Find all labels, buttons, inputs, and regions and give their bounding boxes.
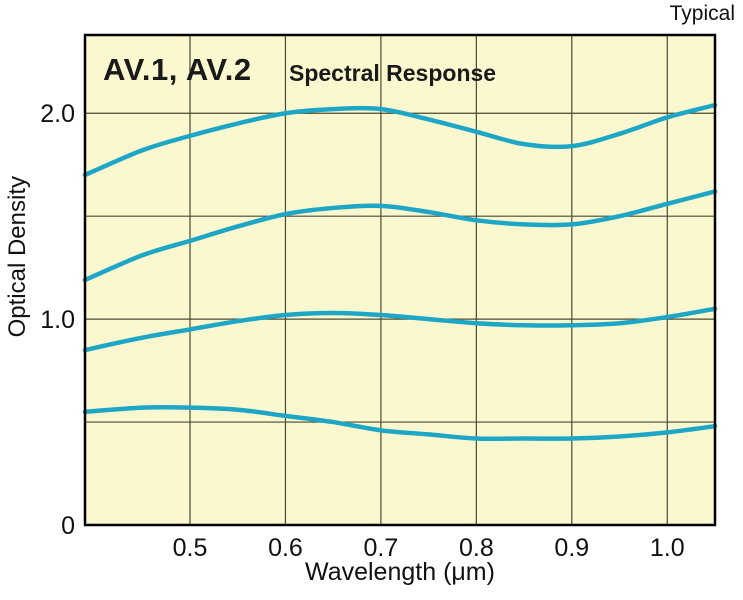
typical-label: Typical bbox=[669, 2, 735, 25]
series-curve-1 bbox=[82, 102, 718, 178]
chart-title: AV.1, AV.2 bbox=[103, 52, 252, 87]
x-axis-label: Wavelength (μm) bbox=[305, 558, 495, 586]
x-tick-label: 0.7 bbox=[364, 534, 399, 562]
plot-border bbox=[83, 33, 717, 527]
series-curve-3 bbox=[82, 306, 718, 353]
series-curve-4 bbox=[82, 405, 718, 442]
x-tick-label: 0.5 bbox=[173, 534, 208, 562]
x-tick-label: 0.9 bbox=[554, 534, 589, 562]
x-tick-label: 1.0 bbox=[650, 534, 685, 562]
series-curve-2 bbox=[82, 189, 718, 283]
y-tick-label: 0 bbox=[61, 512, 75, 540]
plot-area bbox=[85, 35, 715, 525]
y-tick-label: 2.0 bbox=[40, 100, 75, 128]
y-axis-label: Optical Density bbox=[4, 176, 31, 338]
x-tick-label: 0.8 bbox=[459, 534, 494, 562]
x-tick-label: 0.6 bbox=[268, 534, 303, 562]
chart-subtitle: Spectral Response bbox=[289, 60, 497, 86]
y-tick-label: 1.0 bbox=[40, 306, 75, 334]
